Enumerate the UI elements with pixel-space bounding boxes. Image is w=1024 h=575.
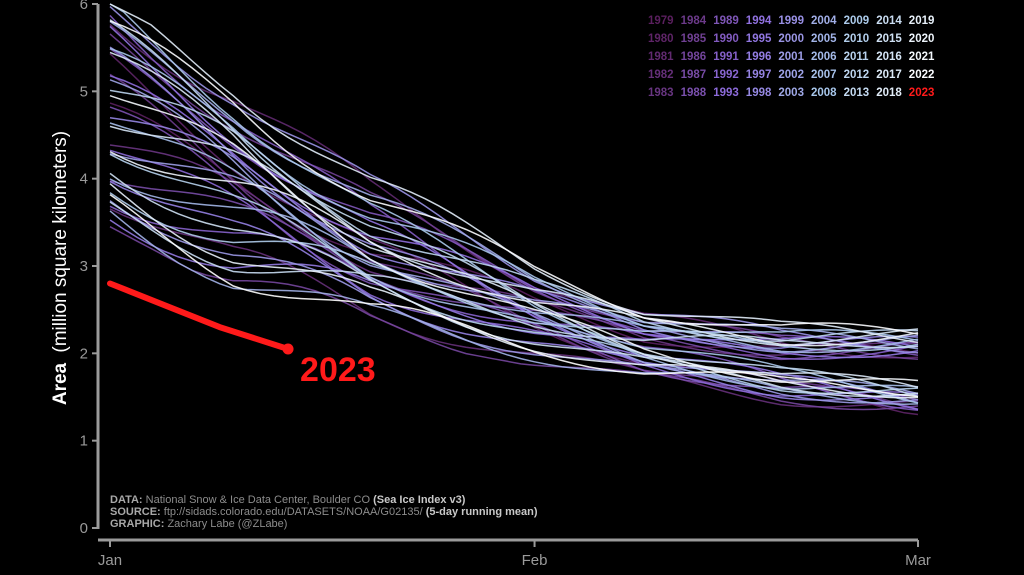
legend-entry-1982: 1982	[648, 69, 674, 81]
y-tick-label-5: 5	[80, 83, 88, 100]
legend-entry-2006: 2006	[811, 51, 837, 63]
line-2005	[109, 178, 919, 354]
line-2022	[109, 193, 919, 398]
line-2020	[109, 94, 919, 383]
legend-entry-2004: 2004	[811, 15, 837, 27]
y-tick-label-2: 2	[80, 345, 88, 362]
legend: 1979 1984 1989 1994 1999 2004 2009 2014 2019 1980…	[648, 15, 935, 99]
legend-entry-1998: 1998	[746, 87, 772, 99]
legend-entry-1990: 1990	[713, 33, 739, 45]
line-2013	[109, 201, 919, 349]
legend-entry-1993: 1993	[713, 87, 739, 99]
y-axis-label-rest: (million square kilometers)	[50, 131, 71, 353]
credit-graphic: GRAPHIC: Zachary Labe (@ZLabe)	[110, 518, 288, 530]
line-1999	[109, 6, 919, 354]
legend-entry-2018: 2018	[876, 87, 902, 99]
legend-entry-1996: 1996	[746, 51, 772, 63]
legend-entry-2002: 2002	[778, 69, 804, 81]
y-axis-label-bold: Area	[50, 362, 71, 405]
line-2006	[109, 122, 919, 390]
legend-entry-2015: 2015	[876, 33, 902, 45]
line-2012	[109, 19, 919, 398]
legend-entry-2009: 2009	[844, 15, 870, 27]
line-1986	[109, 226, 919, 411]
legend-entry-2000: 2000	[778, 33, 804, 45]
legend-entry-1986: 1986	[681, 51, 707, 63]
legend-entry-1999: 1999	[778, 15, 804, 27]
legend-entry-1983: 1983	[648, 87, 674, 99]
x-tick-label-feb: Feb	[522, 552, 548, 569]
legend-entry-2023: 2023	[909, 87, 935, 99]
line-1980	[109, 53, 919, 416]
legend-entry-2013: 2013	[844, 87, 870, 99]
legend-entry-2022: 2022	[909, 69, 935, 81]
line-2001	[109, 152, 919, 354]
credit-source: SOURCE: ftp://sidads.colorado.edu/DATASE…	[110, 506, 538, 518]
legend-entry-2001: 2001	[778, 51, 804, 63]
line-1992	[109, 149, 919, 397]
legend-entry-2014: 2014	[876, 15, 902, 27]
line-1993	[109, 75, 919, 348]
legend-entry-2003: 2003	[778, 87, 804, 99]
legend-entry-1995: 1995	[746, 33, 772, 45]
point-2023-end	[282, 343, 294, 355]
legend-entry-1987: 1987	[681, 69, 707, 81]
legend-entry-2005: 2005	[811, 33, 837, 45]
legend-entry-1980: 1980	[648, 33, 674, 45]
x-tick-label-jan: Jan	[98, 552, 122, 569]
legend-entry-1988: 1988	[681, 87, 707, 99]
y-tick-label-4: 4	[80, 171, 88, 188]
legend-entry-2019: 2019	[909, 15, 935, 27]
legend-entry-1989: 1989	[713, 15, 739, 27]
x-tick-label-mar: Mar	[905, 552, 931, 569]
legend-entry-2020: 2020	[909, 33, 935, 45]
axes: 0 1 2 3 4 5 6 Jan Feb Mar	[80, 0, 931, 569]
legend-entry-1991: 1991	[713, 51, 739, 63]
highlight-2023: 2023	[107, 280, 376, 389]
line-1997	[109, 116, 919, 349]
historical-lines	[109, 3, 919, 416]
legend-entry-2021: 2021	[909, 51, 935, 63]
line-1991	[109, 205, 919, 361]
y-tick-label-3: 3	[80, 258, 88, 275]
legend-entry-1992: 1992	[713, 69, 739, 81]
line-2016	[109, 51, 919, 389]
legend-entry-1985: 1985	[681, 33, 707, 45]
line-2014	[109, 172, 919, 397]
legend-entry-2012: 2012	[844, 69, 870, 81]
legend-entry-1997: 1997	[746, 69, 772, 81]
line-2019	[109, 151, 919, 347]
line-1983	[109, 144, 919, 356]
legend-entry-2011: 2011	[844, 51, 870, 63]
legend-entry-1994: 1994	[746, 15, 772, 27]
legend-entry-2010: 2010	[844, 33, 870, 45]
line-1985	[109, 33, 919, 360]
line-2015	[109, 125, 919, 347]
legend-entry-1981: 1981	[648, 51, 674, 63]
legend-entry-2008: 2008	[811, 87, 837, 99]
line-2008	[109, 3, 919, 404]
credit-data: DATA: National Snow & Ice Data Center, B…	[110, 494, 466, 506]
legend-entry-1979: 1979	[648, 15, 674, 27]
legend-entry-2007: 2007	[811, 69, 837, 81]
annotation-2023: 2023	[300, 351, 376, 389]
credits: DATA: National Snow & Ice Data Center, B…	[110, 494, 538, 530]
y-tick-label-1: 1	[80, 433, 88, 450]
line-2023	[107, 280, 291, 352]
line-2000	[109, 200, 919, 404]
line-2021	[109, 20, 919, 335]
line-1998	[109, 46, 919, 404]
legend-entry-2017: 2017	[876, 69, 902, 81]
legend-entry-1984: 1984	[681, 15, 707, 27]
y-axis-label: Area (million square kilometers)	[50, 131, 71, 405]
line-1987	[109, 180, 919, 361]
y-tick-label-0: 0	[80, 520, 88, 537]
line-2007	[109, 47, 919, 342]
legend-entry-2016: 2016	[876, 51, 902, 63]
line-2010	[109, 153, 919, 395]
y-tick-label-6: 6	[80, 0, 88, 13]
